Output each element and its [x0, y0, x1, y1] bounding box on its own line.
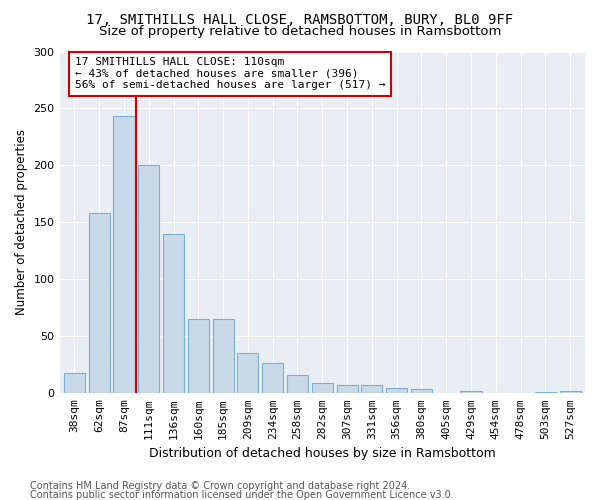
Bar — [287, 375, 308, 394]
Bar — [386, 388, 407, 394]
X-axis label: Distribution of detached houses by size in Ramsbottom: Distribution of detached houses by size … — [149, 447, 496, 460]
Bar — [312, 383, 333, 394]
Y-axis label: Number of detached properties: Number of detached properties — [15, 130, 28, 316]
Bar — [188, 319, 209, 394]
Bar — [535, 392, 556, 394]
Bar — [460, 391, 482, 394]
Bar — [337, 386, 358, 394]
Text: 17 SMITHILLS HALL CLOSE: 110sqm
← 43% of detached houses are smaller (396)
56% o: 17 SMITHILLS HALL CLOSE: 110sqm ← 43% of… — [74, 57, 385, 90]
Text: 17, SMITHILLS HALL CLOSE, RAMSBOTTOM, BURY, BL0 9FF: 17, SMITHILLS HALL CLOSE, RAMSBOTTOM, BU… — [86, 12, 514, 26]
Bar — [212, 319, 233, 394]
Text: Size of property relative to detached houses in Ramsbottom: Size of property relative to detached ho… — [99, 25, 501, 38]
Bar — [560, 391, 581, 394]
Bar — [411, 388, 432, 394]
Bar — [262, 362, 283, 394]
Bar — [113, 116, 134, 394]
Bar — [138, 166, 160, 394]
Bar — [163, 234, 184, 394]
Bar — [238, 354, 259, 394]
Bar — [64, 373, 85, 394]
Text: Contains public sector information licensed under the Open Government Licence v3: Contains public sector information licen… — [30, 490, 454, 500]
Bar — [89, 214, 110, 394]
Text: Contains HM Land Registry data © Crown copyright and database right 2024.: Contains HM Land Registry data © Crown c… — [30, 481, 410, 491]
Bar — [361, 386, 382, 394]
